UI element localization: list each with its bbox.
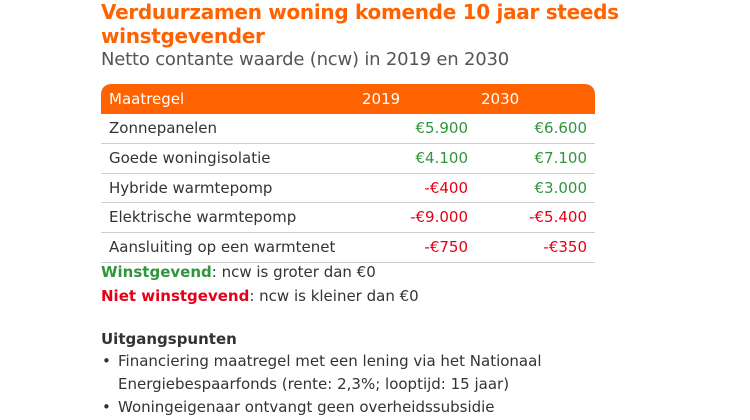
legend-positive-text: : ncw is groter dan €0 xyxy=(211,263,376,281)
value-2030: €6.600 xyxy=(534,119,588,137)
legend-negative-text: : ncw is kleiner dan €0 xyxy=(249,287,419,305)
header-measure: Maatregel xyxy=(109,90,185,108)
assumptions-list: • Financiering maatregel met een lening … xyxy=(101,350,661,419)
table-row: Aansluiting op een warmtenet -€750 -€350 xyxy=(101,233,595,263)
header-2030: 2030 xyxy=(481,90,520,108)
row-label: Aansluiting op een warmtenet xyxy=(109,238,336,257)
value-2019: -€9.000 xyxy=(410,208,468,227)
list-item: • Financiering maatregel met een lening … xyxy=(101,350,661,396)
page-subtitle: Netto contante waarde (ncw) in 2019 en 2… xyxy=(101,49,510,70)
value-2030: €3.000 xyxy=(534,178,588,197)
row-label: Goede woningisolatie xyxy=(109,148,271,167)
list-item: • Woningeigenaar ontvangt geen overheids… xyxy=(101,396,661,419)
row-label: Elektrische warmtepomp xyxy=(109,208,297,227)
value-2030: -€5.400 xyxy=(529,208,587,227)
table-row: Zonnepanelen €5.900 €6.600 xyxy=(101,114,595,144)
ncw-table: Maatregel 2019 2030 Zonnepanelen €5.900 … xyxy=(101,84,595,263)
table-row: Elektrische warmtepomp -€9.000 -€5.400 xyxy=(101,203,595,234)
page-title: Verduurzamen woning komende 10 jaar stee… xyxy=(101,0,619,48)
value-2030: -€350 xyxy=(543,238,587,257)
value-2019: €5.900 xyxy=(415,119,469,137)
row-label: Hybride warmtepomp xyxy=(109,178,273,197)
table-row: Goede woningisolatie €4.100 €7.100 xyxy=(101,144,595,174)
list-item-text: Financiering maatregel met een lening vi… xyxy=(118,352,542,393)
table-header: Maatregel 2019 2030 xyxy=(101,84,595,114)
bullet-icon: • xyxy=(102,352,111,370)
legend-negative-term: Niet winstgevend xyxy=(101,287,250,305)
list-item-text: Woningeigenaar ontvangt geen overheidssu… xyxy=(118,398,495,416)
assumptions-heading: Uitgangspunten xyxy=(101,330,237,348)
value-2019: -€750 xyxy=(424,238,468,257)
legend-positive-term: Winstgevend xyxy=(101,263,212,281)
value-2019: €4.100 xyxy=(415,148,469,167)
value-2030: €7.100 xyxy=(534,148,588,167)
legend-negative: Niet winstgevend: ncw is kleiner dan €0 xyxy=(101,286,419,306)
bullet-icon: • xyxy=(102,398,111,416)
value-2019: -€400 xyxy=(424,178,468,197)
row-label: Zonnepanelen xyxy=(109,119,218,137)
legend-positive: Winstgevend: ncw is groter dan €0 xyxy=(101,262,376,282)
header-2019: 2019 xyxy=(362,90,401,108)
table-row: Hybride warmtepomp -€400 €3.000 xyxy=(101,174,595,204)
